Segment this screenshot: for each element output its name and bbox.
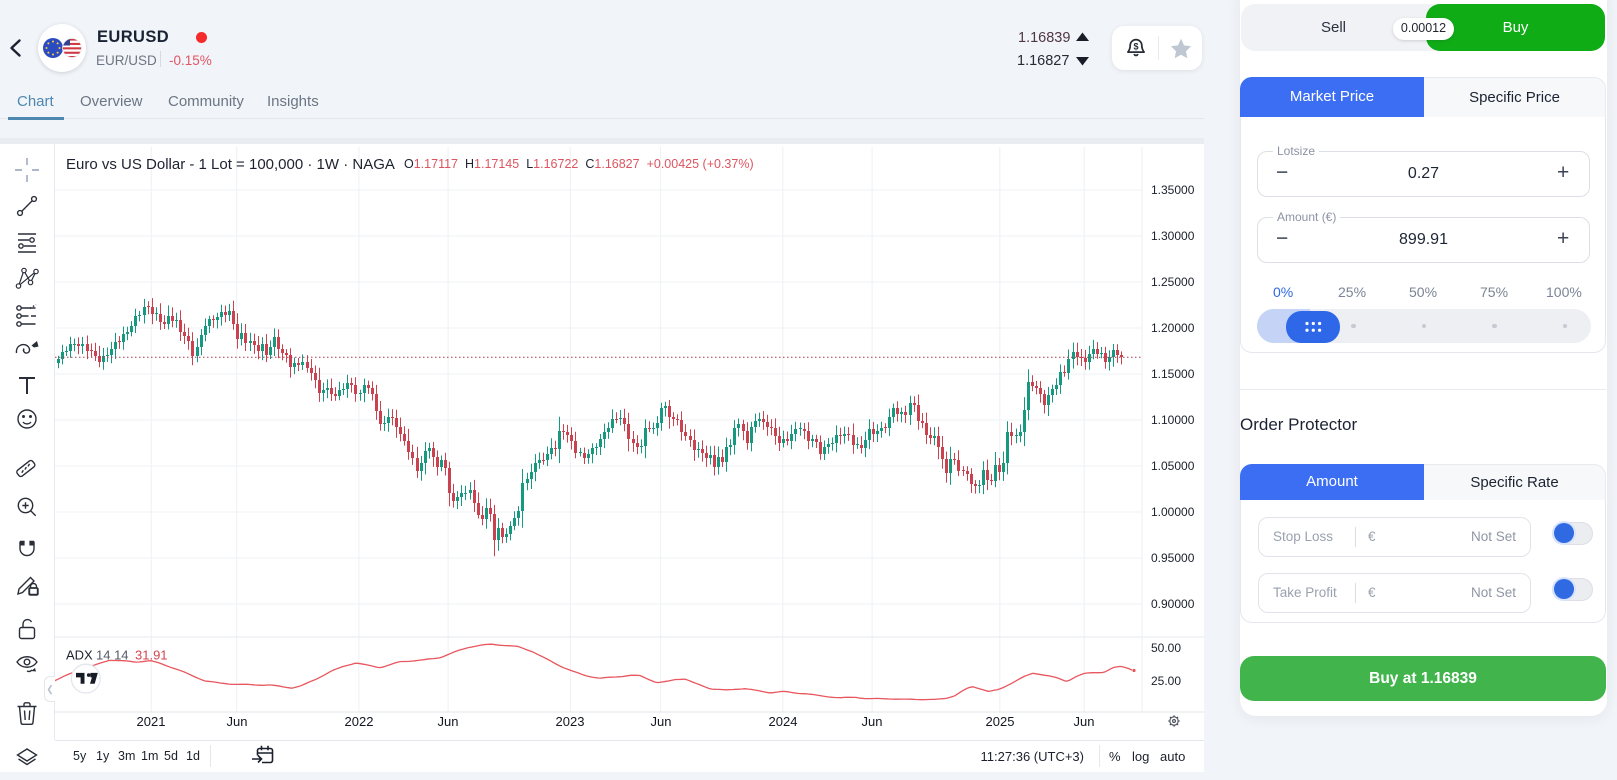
svg-text:1.05000: 1.05000 <box>1151 459 1195 473</box>
svg-text:Jun: Jun <box>1074 714 1095 729</box>
svg-text:1.20000: 1.20000 <box>1151 321 1195 335</box>
svg-text:Euro vs US Dollar - 1 Lot = 10: Euro vs US Dollar - 1 Lot = 100,000 · 1W… <box>66 156 395 173</box>
svg-text:2025: 2025 <box>986 714 1015 729</box>
svg-text:2023: 2023 <box>556 714 585 729</box>
svg-text:Jun: Jun <box>227 714 248 729</box>
svg-text:Jun: Jun <box>862 714 883 729</box>
svg-text:1.25000: 1.25000 <box>1151 275 1195 289</box>
svg-text:1.10000: 1.10000 <box>1151 413 1195 427</box>
svg-text:0.90000: 0.90000 <box>1151 597 1195 611</box>
svg-text:2024: 2024 <box>769 714 798 729</box>
svg-text:25.00: 25.00 <box>1151 674 1181 688</box>
svg-text:1.00000: 1.00000 <box>1151 505 1195 519</box>
svg-text:31.91: 31.91 <box>135 648 168 663</box>
svg-text:2021: 2021 <box>137 714 166 729</box>
svg-text:1.35000: 1.35000 <box>1151 183 1195 197</box>
svg-text:Jun: Jun <box>651 714 672 729</box>
svg-text:$: $ <box>1133 42 1138 52</box>
svg-text:14 14: 14 14 <box>96 648 129 663</box>
svg-text:0.95000: 0.95000 <box>1151 551 1195 565</box>
svg-text:1.30000: 1.30000 <box>1151 229 1195 243</box>
svg-text:ADX: ADX <box>66 648 93 663</box>
svg-text:50.00: 50.00 <box>1151 641 1181 655</box>
svg-text:Jun: Jun <box>438 714 459 729</box>
svg-text:1.15000: 1.15000 <box>1151 367 1195 381</box>
svg-text:2022: 2022 <box>345 714 374 729</box>
